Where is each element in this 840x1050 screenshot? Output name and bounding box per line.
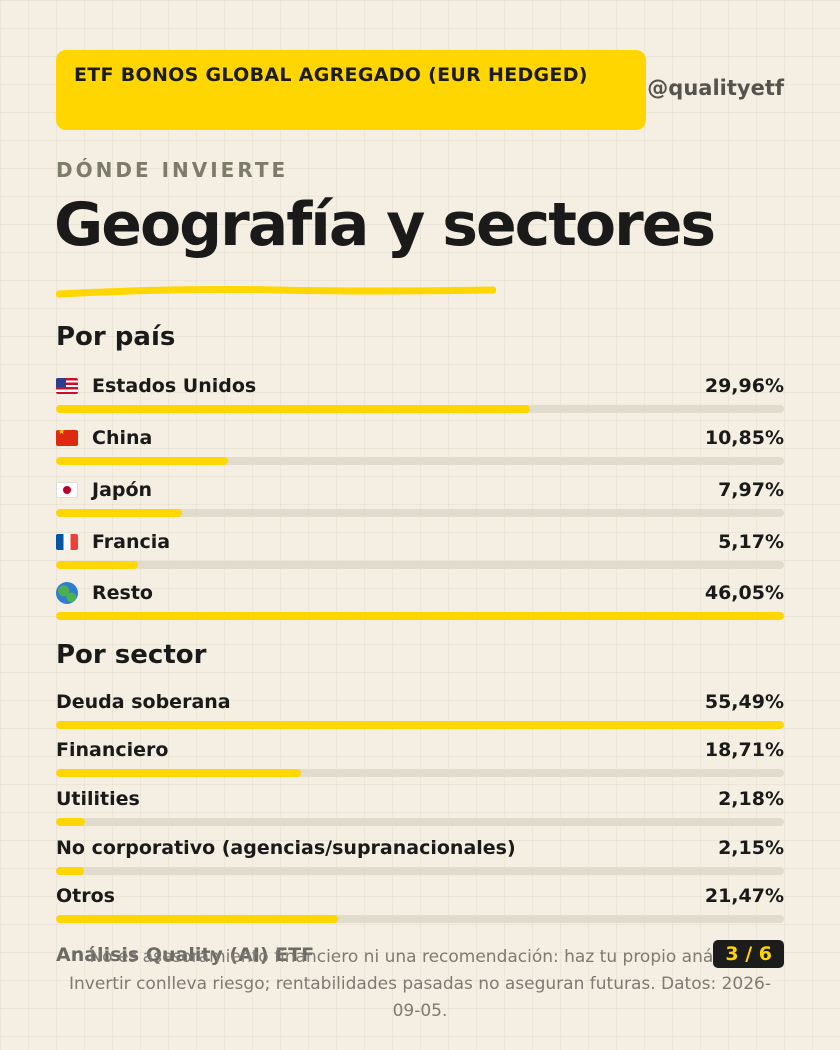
title-underline [56, 286, 496, 298]
country-bar-track [56, 561, 784, 569]
country-row-japan: Japón 7,97% [56, 477, 784, 521]
sector-value: 2,15% [718, 837, 784, 859]
etf-name: ETF BONOS GLOBAL AGREGADO (EUR HEDGED) [74, 64, 588, 86]
country-value: 46,05% [704, 582, 784, 604]
etf-name-banner: ETF BONOS GLOBAL AGREGADO (EUR HEDGED) [56, 50, 646, 130]
sector-label: Deuda soberana [56, 691, 231, 713]
sector-label: Utilities [56, 788, 140, 810]
sector-label: No corporativo (agencias/supranacionales… [56, 837, 516, 859]
japan-flag-icon [56, 482, 78, 498]
disclaimer-text: No es asesoramiento financiero ni una re… [69, 947, 771, 1021]
us-flag-icon [56, 378, 78, 394]
country-row-france: Francia 5,17% [56, 529, 784, 573]
country-bar-fill [56, 457, 228, 465]
sector-bar-fill [56, 769, 302, 777]
sector-bar-track [56, 721, 784, 729]
country-bar-fill [56, 405, 530, 413]
sector-label: Otros [56, 885, 115, 907]
country-row-rest: Resto 46,05% [56, 580, 784, 624]
country-bar-fill [56, 612, 784, 620]
page-indicator: 3 / 6 [713, 940, 784, 968]
sector-value: 18,71% [704, 739, 784, 761]
sector-bar-fill [56, 867, 85, 875]
country-label: Resto [92, 582, 153, 604]
country-section-title: Por país [56, 322, 176, 352]
country-label: Japón [92, 479, 153, 501]
sector-label: Financiero [56, 739, 169, 761]
sector-value: 2,18% [718, 788, 784, 810]
country-bar-fill [56, 561, 138, 569]
country-value: 10,85% [704, 427, 784, 449]
page-title: Geografía y sectores [54, 190, 716, 260]
section-kicker: DÓNDE INVIERTE [56, 158, 289, 182]
sector-row-utilities: Utilities 2,18% [56, 786, 784, 830]
sector-row-others: Otros 21,47% [56, 883, 784, 927]
globe-icon [56, 582, 78, 604]
country-label: Estados Unidos [92, 375, 257, 397]
sector-bar-track [56, 769, 784, 777]
country-value: 7,97% [718, 479, 784, 501]
sector-bar-fill [56, 818, 85, 826]
country-row-china: China 10,85% [56, 425, 784, 469]
account-handle: @qualityetf [647, 76, 784, 100]
sector-value: 55,49% [704, 691, 784, 713]
sector-bar-track [56, 818, 784, 826]
country-label: Francia [92, 531, 171, 553]
sector-row-sovereign-debt: Deuda soberana 55,49% [56, 689, 784, 733]
sector-value: 21,47% [704, 885, 784, 907]
country-value: 5,17% [718, 531, 784, 553]
sector-row-non-corporate: No corporativo (agencias/supranacionales… [56, 835, 784, 879]
country-bar-fill [56, 509, 182, 517]
sector-section-title: Por sector [56, 640, 207, 670]
country-bar-track [56, 457, 784, 465]
country-label: China [92, 427, 153, 449]
sector-bar-track [56, 867, 784, 875]
france-flag-icon [56, 534, 78, 550]
sector-bar-fill [56, 721, 784, 729]
sector-row-financial: Financiero 18,71% [56, 737, 784, 781]
country-bar-track [56, 405, 784, 413]
country-row-us: Estados Unidos 29,96% [56, 373, 784, 417]
china-flag-icon [56, 430, 78, 446]
sector-bar-track [56, 915, 784, 923]
country-value: 29,96% [704, 375, 784, 397]
footer-brand: Análisis Quality (AI) ETF [56, 944, 315, 966]
country-bar-track [56, 509, 784, 517]
sector-bar-fill [56, 915, 338, 923]
country-bar-track [56, 612, 784, 620]
